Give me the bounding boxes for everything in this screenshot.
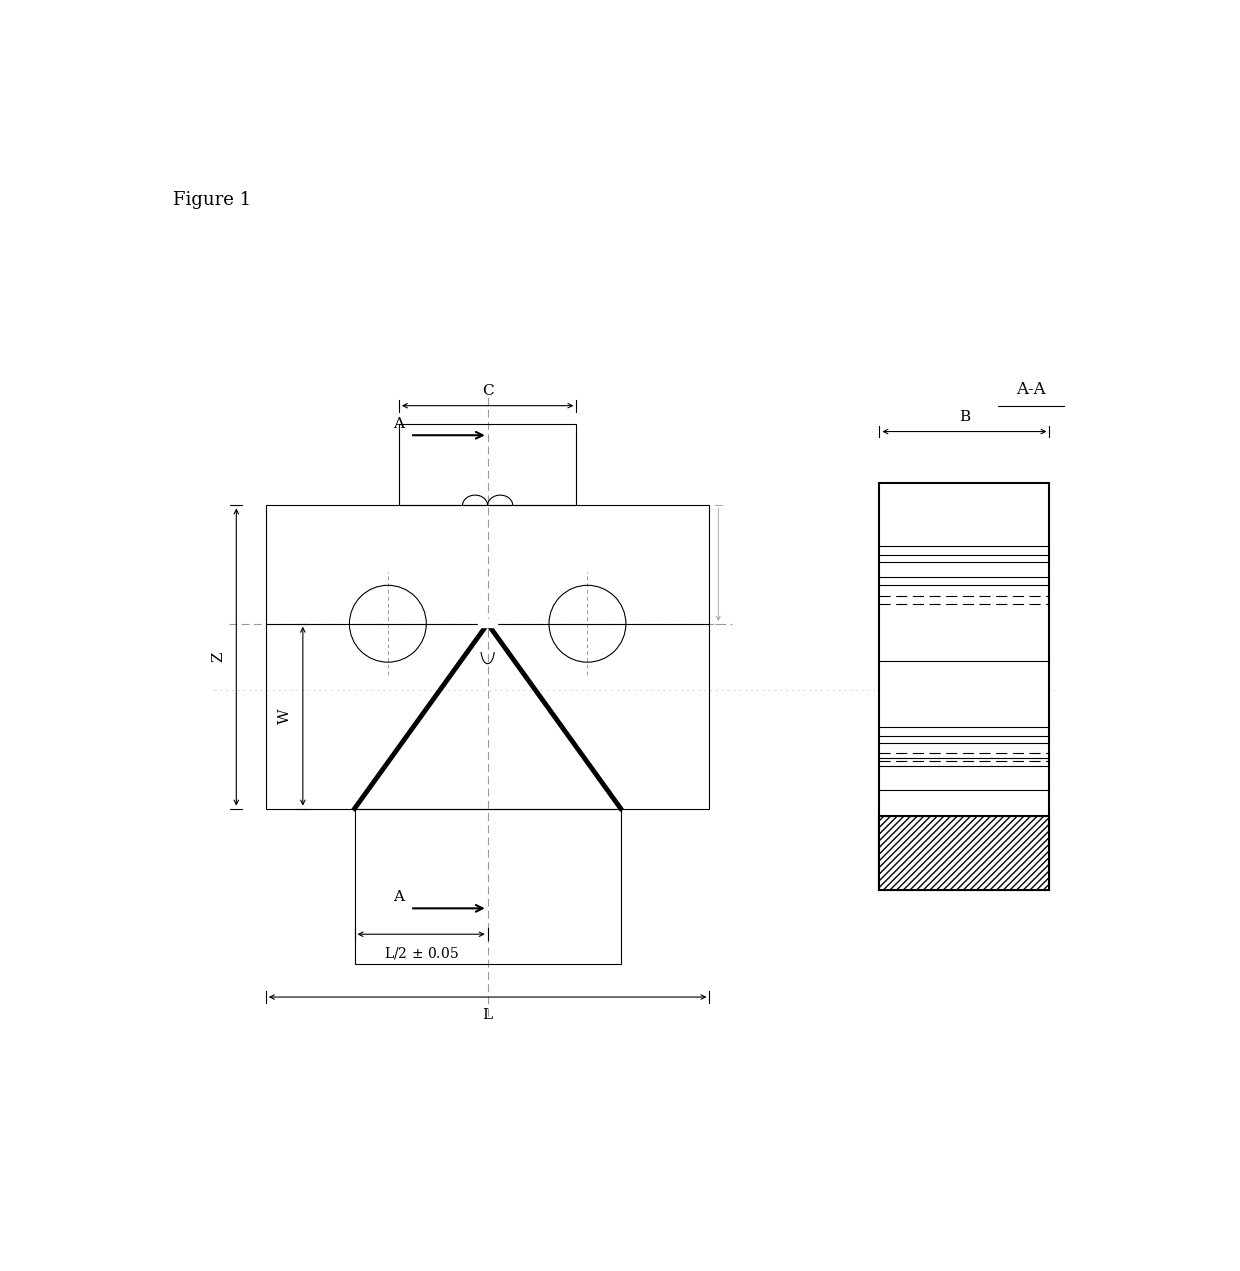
Text: A: A: [393, 890, 404, 904]
Text: L/2 $\pm$ 0.05: L/2 $\pm$ 0.05: [383, 946, 459, 961]
Bar: [879, 816, 1049, 890]
Bar: [399, 425, 577, 506]
Bar: [879, 483, 1049, 890]
Text: A-A: A-A: [1016, 381, 1045, 398]
Text: A: A: [393, 417, 404, 431]
Bar: [355, 808, 621, 963]
Text: W: W: [278, 708, 291, 724]
Text: Z: Z: [211, 652, 226, 662]
Text: B: B: [959, 411, 970, 425]
Text: C: C: [482, 384, 494, 398]
Bar: [265, 506, 709, 808]
Text: Figure 1: Figure 1: [174, 192, 252, 210]
Text: L: L: [482, 1008, 492, 1022]
